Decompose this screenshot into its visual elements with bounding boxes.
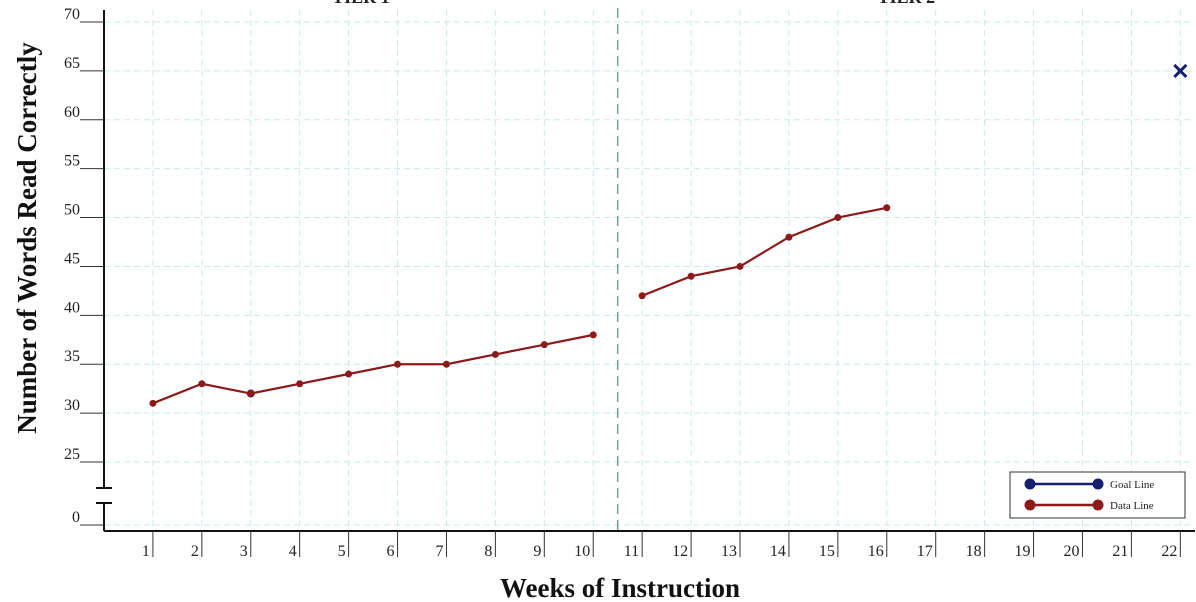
legend-label: Goal Line	[1110, 479, 1154, 491]
x-tick-label: 8	[484, 543, 492, 560]
x-tick-label: 4	[289, 543, 297, 560]
data-point	[394, 360, 402, 368]
x-tick-label: 16	[868, 543, 884, 560]
data-point	[589, 331, 597, 339]
x-tick-label: 2	[191, 543, 199, 560]
data-point	[198, 380, 206, 388]
y-tick-label: 65	[64, 55, 80, 72]
x-tick-label: 1	[142, 543, 150, 560]
x-tick-label: 3	[240, 543, 248, 560]
legend-marker	[1024, 499, 1036, 511]
x-tick-label: 20	[1063, 543, 1079, 560]
data-point	[883, 204, 891, 212]
data-point	[345, 370, 353, 378]
data-point	[736, 262, 744, 270]
y-tick-label: 25	[64, 446, 80, 463]
x-tick-label: 7	[435, 543, 443, 560]
legend-label: Data Line	[1110, 500, 1154, 512]
y-tick-label: 35	[64, 348, 80, 365]
x-tick-label: 21	[1112, 543, 1128, 560]
x-tick-label: 10	[574, 543, 590, 560]
y-tick-label: 30	[64, 397, 80, 414]
data-point	[149, 399, 157, 407]
y-axis-title: Number of Words Read Correctly	[12, 42, 42, 434]
x-axis-title: Weeks of Instruction	[500, 573, 740, 602]
x-tick-label: 11	[624, 543, 639, 560]
data-point	[491, 350, 499, 358]
x-tick-label: 5	[338, 543, 346, 560]
series-line	[152, 333, 594, 405]
x-tick-label: 15	[819, 543, 835, 560]
end-marker	[1173, 63, 1188, 78]
y-tick-label: 70	[64, 6, 80, 23]
y-tick-label: 40	[64, 299, 80, 316]
data-point	[687, 272, 695, 280]
x-tick-label: 22	[1161, 543, 1177, 560]
x-tick-label: 9	[533, 543, 541, 560]
y-tick-label: 50	[64, 202, 80, 219]
legend-marker	[1092, 478, 1104, 490]
legend-marker	[1092, 499, 1104, 511]
x-tick-label: 18	[966, 543, 982, 560]
legend-marker	[1024, 478, 1036, 490]
data-point	[834, 214, 842, 222]
phase-label: TIER 2	[878, 0, 936, 7]
data-point	[296, 380, 304, 388]
data-point	[442, 360, 450, 368]
series-line	[641, 206, 887, 297]
phase-label: TIER 1	[332, 0, 390, 7]
x-tick-label: 19	[1015, 543, 1031, 560]
data-point	[247, 390, 255, 398]
x-tick-label: 14	[770, 543, 786, 560]
data-point	[638, 292, 646, 300]
y-tick-label: 60	[64, 104, 80, 121]
data-point	[540, 341, 548, 349]
x-tick-label: 6	[387, 543, 395, 560]
y-tick-label: 55	[64, 153, 80, 170]
x-tick-label: 17	[917, 543, 933, 560]
x-tick-label: 13	[721, 543, 737, 560]
y-tick-label: 45	[64, 250, 80, 267]
y-tick-label: 0	[72, 509, 80, 526]
data-point	[785, 233, 793, 241]
x-tick-label: 12	[672, 543, 688, 560]
